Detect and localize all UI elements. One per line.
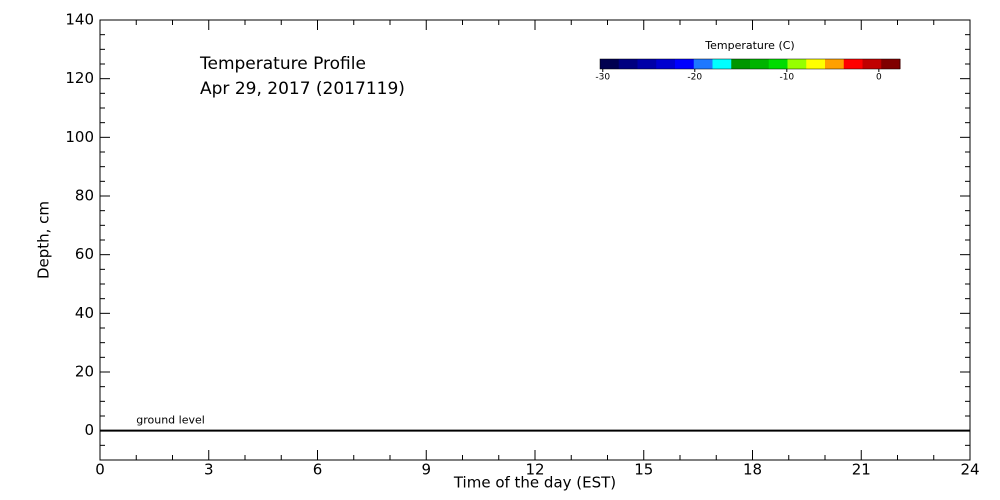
colorbar-segment [825,59,845,69]
y-tick-label: 0 [84,421,94,439]
y-tick-label: 80 [75,187,94,205]
x-tick-label: 18 [743,461,762,479]
x-tick-label: 0 [95,461,105,479]
colorbar-segment [750,59,770,69]
y-tick-label: 120 [65,69,94,87]
y-tick-label: 20 [75,363,94,381]
colorbar-segment [862,59,882,69]
colorbar-segment [806,59,826,69]
colorbar-segment [693,59,713,69]
y-tick-label: 140 [65,11,94,29]
y-tick-label: 40 [75,304,94,322]
x-tick-label: 6 [313,461,323,479]
x-tick-label: 15 [634,461,653,479]
x-tick-label: 12 [525,461,544,479]
y-tick-label: 100 [65,128,94,146]
x-axis-label: Time of the day (EST) [453,474,616,492]
colorbar-tick-label: 0 [876,73,882,83]
colorbar-frame [599,58,901,70]
x-tick-label: 3 [204,461,214,479]
x-tick-label: 21 [852,461,871,479]
colorbar-segment [768,59,788,69]
x-tick-label: 9 [421,461,431,479]
colorbar-segment [787,59,807,69]
colorbar-segment [600,59,620,69]
colorbar-segment [656,59,676,69]
colorbar-label: Temperature (C) [704,39,794,52]
chart-title: Temperature Profile [199,54,366,74]
colorbar-segment [637,59,657,69]
x-tick-label: 24 [960,461,979,479]
ground-label: ground level [136,414,205,427]
colorbar-segment [675,59,695,69]
chart-subtitle: Apr 29, 2017 (2017119) [200,79,405,99]
colorbar-segment [712,59,732,69]
colorbar-segment [881,59,901,69]
colorbar-segment [618,59,638,69]
colorbar-tick-label: -20 [687,73,702,83]
colorbar-tick-label: -30 [595,73,610,83]
y-axis-label: Depth, cm [35,201,53,279]
colorbar-segment [731,59,751,69]
colorbar-segment [843,59,863,69]
colorbar-tick-label: -10 [779,73,794,83]
y-tick-label: 60 [75,245,94,263]
